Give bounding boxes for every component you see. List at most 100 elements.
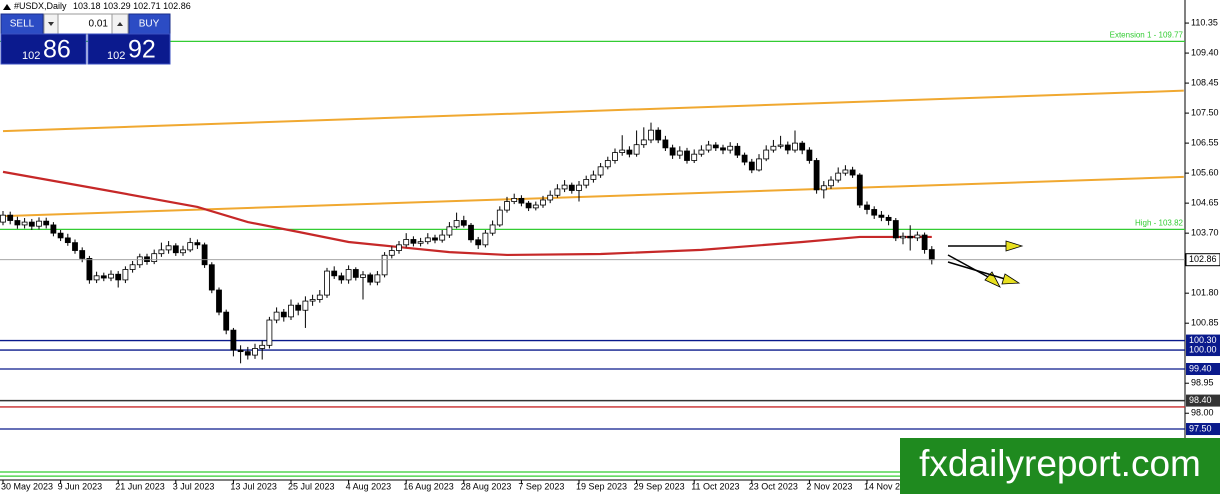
candle-body: [712, 144, 719, 149]
candle-body: [309, 299, 316, 302]
candle-body: [669, 147, 676, 156]
candle-body: [532, 204, 539, 209]
candle-body: [115, 273, 122, 281]
x-tick-label: 13 Jul 2023: [230, 481, 277, 491]
candle-body: [453, 220, 460, 228]
candle-body: [172, 245, 179, 254]
candle-body: [799, 142, 806, 151]
candle-body: [698, 149, 705, 155]
bid-head: 102: [22, 50, 40, 62]
candle-body: [907, 235, 914, 239]
candle-body: [194, 242, 201, 246]
current-price-box: [1185, 253, 1220, 267]
candle-body: [835, 172, 842, 181]
arrow-line: [947, 254, 991, 279]
candle-body: [554, 188, 561, 196]
level-label: 98.40: [1189, 395, 1212, 405]
candle-body: [0, 214, 6, 223]
trade-panel: SELL 0.01 BUY 102 86 102 92: [0, 13, 171, 65]
x-tick-label: 7 Sep 2023: [518, 481, 564, 491]
candle-body: [734, 145, 741, 156]
level-label: 100.30: [1189, 335, 1217, 345]
candle-body: [302, 300, 309, 311]
x-tick-label: 21 Jun 2023: [115, 481, 165, 491]
candle-body: [604, 160, 611, 168]
arrow-head: [1005, 240, 1024, 252]
candle-body: [100, 275, 107, 279]
ask-tail: 92: [128, 36, 156, 64]
ask-box[interactable]: [87, 33, 171, 65]
x-tick-label: 25 Jul 2023: [288, 481, 335, 491]
candle-body: [208, 264, 215, 291]
header-open: 103.18: [73, 1, 101, 11]
candle-body: [165, 245, 172, 251]
candle-body: [345, 269, 352, 281]
candle-body: [331, 270, 338, 277]
x-tick-label: 28 Aug 2023: [461, 481, 512, 491]
candle-body: [612, 152, 618, 161]
candle-body: [266, 319, 273, 346]
buy-label: BUY: [139, 19, 160, 30]
candle-body: [86, 258, 93, 281]
arrow-head: [1001, 273, 1021, 285]
candle-body: [316, 294, 323, 300]
candle-body: [763, 149, 770, 160]
candle-body: [151, 253, 158, 262]
candle-body: [324, 270, 330, 296]
candle-body: [223, 311, 230, 331]
candle-body: [410, 239, 417, 244]
y-tick-label: 98.95: [1191, 378, 1214, 388]
candle-body: [770, 145, 777, 151]
x-tick-label: 23 Oct 2023: [749, 481, 798, 491]
candle-body: [871, 209, 878, 216]
candle-body: [633, 144, 640, 155]
bid-box[interactable]: [0, 33, 87, 65]
level-label-box: [1186, 363, 1220, 376]
level-label-box: [1186, 334, 1220, 347]
level-label-box: [1186, 423, 1220, 436]
candle-body: [295, 304, 302, 311]
trendline: [2, 175, 1184, 218]
candle-body: [129, 264, 136, 270]
candle-body: [842, 169, 849, 174]
x-tick-label: 19 Sep 2023: [576, 481, 627, 491]
bid-tail: 86: [43, 36, 71, 64]
candle-body: [914, 234, 921, 239]
candle-body: [921, 234, 928, 250]
candle-body: [864, 204, 870, 210]
candle-body: [720, 147, 726, 151]
candle-body: [748, 161, 755, 171]
candle-body: [813, 160, 820, 191]
y-tick-label: 100.85: [1191, 318, 1219, 328]
candle-body: [360, 274, 366, 278]
level-label: 97.50: [1189, 423, 1212, 433]
y-tick-label: 107.50: [1191, 107, 1219, 117]
candle-body: [367, 274, 374, 283]
candle-body: [496, 209, 503, 226]
candle-body: [806, 149, 813, 161]
candle-body: [583, 179, 590, 186]
candle-body: [820, 185, 827, 191]
candle-body: [21, 221, 28, 226]
level-text: High - 103.82: [1135, 218, 1184, 227]
candle-body: [108, 273, 114, 279]
candle-body: [352, 269, 359, 278]
candle-body: [36, 220, 42, 227]
candle-body: [482, 232, 489, 246]
candle-body: [259, 344, 266, 349]
candle-body: [648, 129, 654, 141]
candle-body: [230, 329, 237, 351]
level-label-box: [1186, 344, 1220, 357]
candle-body: [525, 202, 532, 209]
candle-body: [540, 199, 546, 206]
candle-body: [216, 289, 222, 313]
level-label-box: [1186, 394, 1220, 407]
candle-body: [439, 234, 446, 241]
level-label: 99.40: [1189, 363, 1212, 373]
header-high: 103.29: [103, 1, 131, 11]
candle-body: [655, 129, 662, 141]
y-tick-label: 109.40: [1191, 47, 1219, 57]
candle-body: [381, 254, 388, 276]
candle-body: [626, 149, 633, 155]
trendline: [2, 89, 1184, 133]
